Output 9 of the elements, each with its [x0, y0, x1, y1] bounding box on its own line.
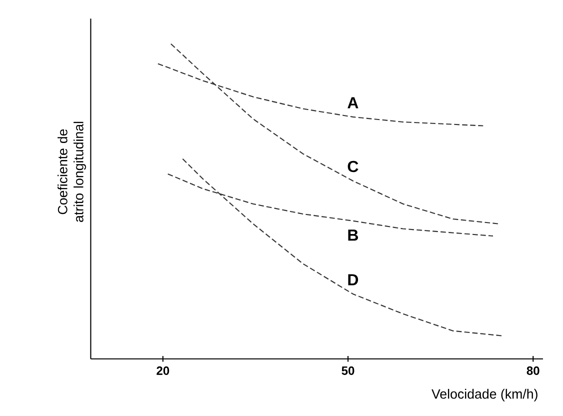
- series-label: A: [348, 97, 358, 108]
- x-tick-label: 80: [526, 366, 540, 375]
- series-label: C: [348, 160, 358, 172]
- x-tick-label: 50: [342, 366, 354, 375]
- series-label: B: [348, 230, 358, 241]
- x-axis-title: Velocidade (km/h): [432, 388, 538, 402]
- y-axis-title: Coeficiente de atrito longitudinal: [58, 122, 86, 222]
- series-label: D: [348, 274, 358, 286]
- x-tick-label: 20: [156, 366, 170, 375]
